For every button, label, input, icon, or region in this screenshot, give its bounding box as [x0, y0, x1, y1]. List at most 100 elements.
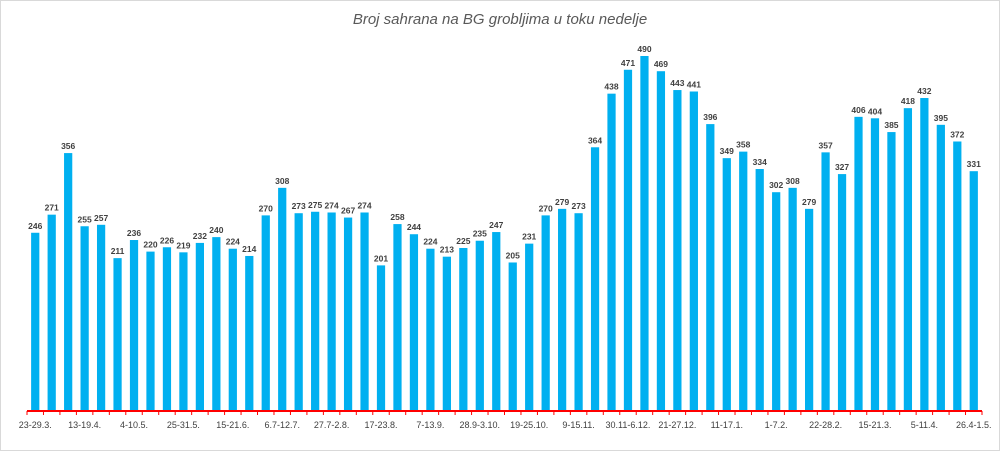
bar [640, 56, 649, 411]
x-tick-label: 25-31.5. [167, 420, 200, 430]
data-label: 327 [835, 162, 849, 172]
bar [311, 211, 320, 411]
data-label: 395 [934, 113, 948, 123]
data-label: 471 [621, 58, 635, 68]
data-label: 308 [786, 176, 800, 186]
bar [525, 243, 534, 411]
data-label: 331 [967, 159, 981, 169]
data-label: 441 [687, 80, 701, 90]
x-tick-label: 9-15.11. [562, 420, 594, 430]
data-label: 349 [720, 146, 734, 156]
data-label: 257 [94, 213, 108, 223]
bar [113, 258, 122, 411]
data-label: 279 [802, 197, 816, 207]
bar [623, 69, 633, 411]
bar [47, 214, 56, 411]
bar [590, 147, 600, 411]
bar [96, 224, 106, 411]
data-label: 255 [78, 214, 92, 224]
data-label: 356 [61, 141, 75, 151]
x-tick-label: 7-13.9. [416, 420, 444, 430]
x-tick-label: 13-19.4. [68, 420, 101, 430]
bar [805, 208, 814, 411]
data-label: 201 [374, 253, 388, 263]
bar [459, 247, 468, 411]
data-label: 246 [28, 221, 42, 231]
bar [821, 152, 830, 411]
bar [607, 93, 616, 412]
data-label: 396 [703, 112, 717, 122]
x-axis: 23-29.3. 13-19.4. 4-10.5. 25-31.5. 15-21.6. 6… [19, 410, 992, 430]
data-label: 274 [325, 200, 339, 210]
data-label: 213 [440, 245, 454, 255]
data-label: 214 [242, 244, 256, 254]
x-tick-label: 11-17.1. [711, 420, 743, 430]
x-tick-label: 22-28.2. [809, 420, 842, 430]
bar [508, 262, 517, 411]
data-label: 302 [769, 180, 783, 190]
bar [673, 90, 682, 412]
bar [278, 187, 287, 411]
data-label: 438 [604, 82, 618, 92]
bar [409, 234, 419, 411]
data-label: 232 [193, 231, 207, 241]
bar [343, 217, 353, 411]
bar [64, 153, 73, 411]
bar [739, 151, 748, 411]
data-label: 225 [456, 236, 470, 246]
data-label: 205 [506, 250, 520, 260]
bar [146, 251, 155, 411]
x-tick-label: 5-11.4. [911, 420, 938, 430]
data-label: 226 [160, 235, 174, 245]
bar [212, 237, 221, 411]
data-label: 235 [473, 229, 487, 239]
bar [920, 98, 929, 412]
x-tick-label: 21-27.12. [658, 420, 696, 430]
x-tick-label: 4-10.5. [120, 420, 148, 430]
bar [887, 132, 896, 411]
bar [475, 240, 484, 411]
data-label: 224 [226, 237, 240, 247]
data-label: 219 [176, 240, 190, 250]
data-label: 273 [571, 201, 585, 211]
bar [80, 226, 89, 411]
bar [179, 252, 188, 411]
data-label: 364 [588, 135, 602, 145]
x-tick-label: 27.7-2.8. [314, 420, 350, 430]
bar [722, 158, 731, 411]
data-label: 308 [275, 176, 289, 186]
data-label: 271 [45, 203, 59, 213]
data-label: 372 [950, 129, 964, 139]
data-label: 211 [111, 246, 125, 256]
x-tick-label: 30.11-6.12. [606, 420, 651, 430]
bar [245, 255, 254, 411]
bar [195, 242, 204, 411]
bar [755, 169, 764, 411]
bar [294, 213, 303, 411]
x-tick-label: 28.9-3.10. [460, 420, 501, 430]
bar [393, 224, 402, 411]
bar [656, 71, 666, 412]
data-label: 220 [143, 240, 157, 250]
bar [129, 240, 139, 411]
bar [689, 91, 698, 411]
bar [558, 208, 567, 411]
bar [936, 124, 945, 411]
bar [31, 232, 40, 411]
data-label: 275 [308, 200, 322, 210]
bar [162, 247, 172, 411]
data-label: 247 [489, 220, 503, 230]
data-label: 236 [127, 228, 141, 238]
bar [541, 215, 550, 411]
x-tick-label: 6.7-12.7. [264, 420, 300, 430]
x-tick-label: 19-25.10. [510, 420, 548, 430]
data-label: 270 [539, 203, 553, 213]
data-label: 258 [390, 212, 404, 222]
bar [772, 192, 781, 411]
data-label: 274 [357, 200, 371, 210]
bar [492, 232, 501, 411]
data-label: 279 [555, 197, 569, 207]
data-label: 273 [292, 201, 306, 211]
